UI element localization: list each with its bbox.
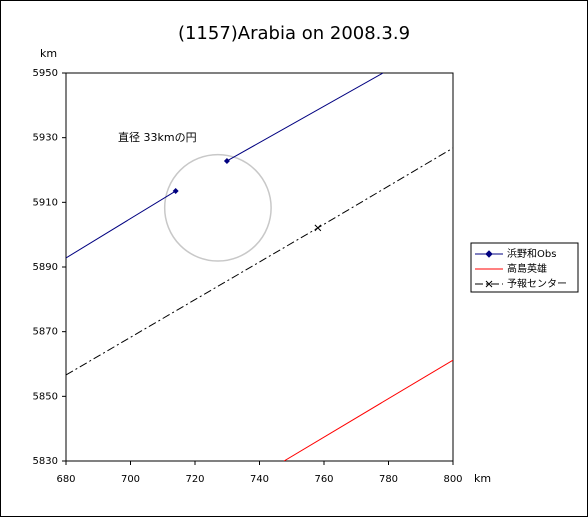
y-tick-label: 5850	[33, 391, 58, 402]
x-tick-label: 700	[121, 474, 140, 485]
y-tick-label: 5950	[33, 68, 58, 79]
point	[314, 224, 322, 232]
legend-label: 浜野和Obs	[507, 248, 556, 260]
chart-title: (1157)Arabia on 2008.3.9	[178, 23, 410, 44]
x-tick-label: 760	[314, 474, 333, 485]
y-tick-label: 5930	[33, 133, 58, 144]
y-axis-label: km	[40, 47, 57, 60]
x-tick-label: 800	[443, 474, 462, 485]
legend-marker	[485, 250, 493, 258]
x-tick-label: 740	[250, 474, 269, 485]
point	[223, 157, 230, 164]
legend-label: 予報センター	[507, 278, 567, 290]
circle-label: 直径 33kmの円	[118, 130, 197, 144]
plot-layer	[66, 73, 453, 461]
point	[172, 188, 179, 195]
legend-marker	[485, 280, 493, 288]
y-tick-label: 5910	[33, 197, 58, 208]
x-axis-label: km	[474, 472, 491, 485]
x-tick-label: 680	[56, 474, 75, 485]
x-tick-label: 720	[185, 474, 204, 485]
y-tick-label: 5830	[33, 456, 58, 467]
legend-label: 高島英雄	[507, 262, 547, 275]
y-tick-label: 5870	[33, 327, 58, 338]
y-tick-label: 5890	[33, 262, 58, 273]
x-tick-label: 780	[379, 474, 398, 485]
series-line	[66, 73, 384, 259]
series-line	[283, 359, 453, 461]
circle	[163, 153, 272, 262]
